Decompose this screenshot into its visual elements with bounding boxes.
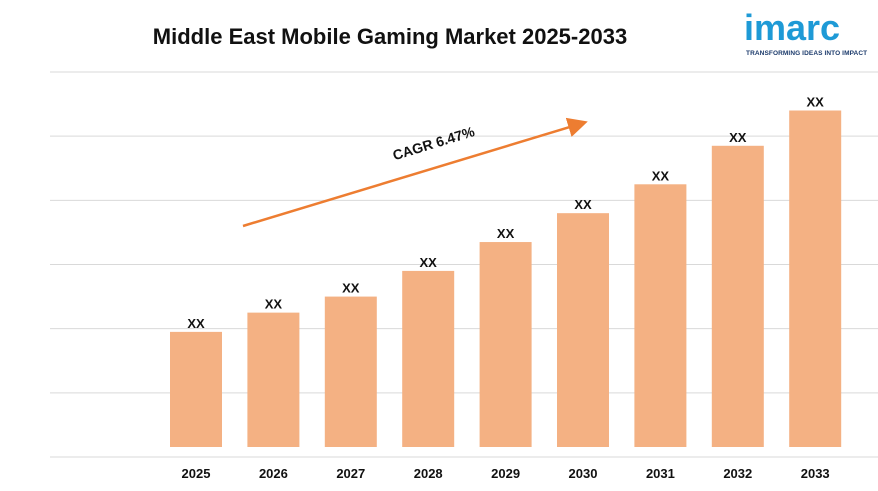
bar-2026 [247, 312, 300, 447]
x-tick-2032: 2032 [723, 466, 752, 481]
x-tick-2027: 2027 [336, 466, 365, 481]
x-tick-2030: 2030 [569, 466, 598, 481]
chart-title: Middle East Mobile Gaming Market 2025-20… [152, 24, 628, 49]
x-tick-2025: 2025 [182, 466, 211, 481]
data-label-2031: XX [652, 168, 670, 183]
data-label-2026: XX [265, 297, 283, 312]
cagr-annotation: CAGR 6.47% [242, 117, 588, 228]
logo-tagline: TRANSFORMING IDEAS INTO IMPACT [746, 50, 868, 57]
logo-wordmark: imarc [744, 7, 841, 48]
x-tick-2026: 2026 [259, 466, 288, 481]
bar-2028 [402, 270, 455, 447]
data-label-2033: XX [807, 95, 825, 110]
imarc-logo: imarc TRANSFORMING IDEAS INTO IMPACT [744, 8, 868, 60]
cagr-label: CAGR 6.47% [391, 123, 477, 163]
bar-2030 [557, 213, 609, 447]
bar-2025 [170, 331, 222, 447]
bar-2027 [324, 296, 377, 447]
data-label-2028: XX [420, 255, 438, 270]
bars [170, 110, 842, 447]
x-axis-ticks: 2025 2026 2027 2028 2029 2030 2031 2032 2033 [182, 466, 830, 481]
data-labels: XX XX XX XX XX XX XX XX XX [187, 95, 824, 331]
data-label-2027: XX [342, 281, 360, 296]
bar-2029 [479, 242, 532, 447]
bar-2033 [789, 110, 842, 447]
x-tick-2029: 2029 [491, 466, 520, 481]
data-label-2029: XX [497, 226, 515, 241]
x-tick-2031: 2031 [646, 466, 675, 481]
data-label-2030: XX [574, 197, 592, 212]
data-label-2025: XX [187, 316, 205, 331]
data-label-2032: XX [729, 130, 747, 145]
cagr-arrow [242, 117, 588, 228]
bar-2031 [634, 184, 687, 447]
bar-2032 [711, 145, 764, 447]
x-tick-2028: 2028 [414, 466, 443, 481]
x-tick-2033: 2033 [801, 466, 830, 481]
